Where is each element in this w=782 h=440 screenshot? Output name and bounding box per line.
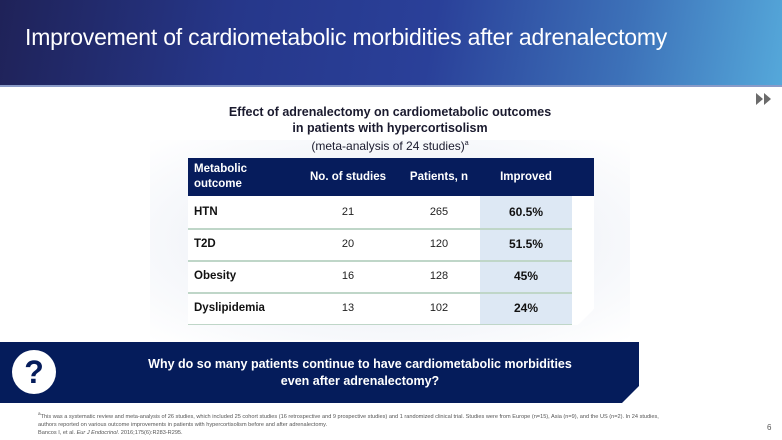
footnote-sup: a: [38, 411, 41, 416]
table-title-line1: Effect of adrenalectomy on cardiometabol…: [228, 105, 552, 119]
table-title-line2: in patients with hypercortisolism: [292, 121, 488, 135]
cell-patients: 102: [429, 302, 449, 314]
table-title-line3: (meta-analysis of 24 studies)a: [200, 136, 580, 154]
slide-header: [0, 0, 782, 85]
header-studies: No. of studies: [309, 170, 387, 183]
banner-line1: Why do so many patients continue to have…: [148, 357, 572, 371]
reference-authors: Bancos I, et al.: [38, 429, 77, 436]
slide-title: Improvement of cardiometabolic morbiditi…: [25, 24, 668, 50]
header-improved: Improved: [500, 170, 552, 183]
cell-improved: 51.5%: [508, 237, 544, 251]
table-header: Metabolic outcome No. of studies Patients…: [188, 158, 594, 196]
footnote-marker: a: [464, 140, 469, 147]
table-row: HTN 21 265 60.5%: [188, 196, 572, 230]
footnote: aThis was a systematic review and meta-a…: [38, 410, 678, 437]
cell-improved: 24%: [513, 301, 539, 315]
cell-outcome: Obesity: [194, 270, 237, 282]
cell-improved: 60.5%: [508, 205, 544, 219]
reference-journal: Eur J Endocrinol: [76, 429, 118, 436]
question-mark-icon: ?: [12, 350, 56, 394]
reference-details: . 2016;175(6):R283-R295.: [117, 429, 183, 436]
cell-patients: 120: [429, 238, 449, 250]
cell-improved: 45%: [513, 269, 539, 283]
header-outcome-line2: outcome: [194, 178, 242, 190]
header-outcome-line1: Metabolic: [194, 163, 248, 175]
table-row: T2D 20 120 51.5%: [188, 228, 572, 262]
table-title: Effect of adrenalectomy on cardiometabol…: [200, 104, 580, 154]
banner-line2: even after adrenalectomy?: [280, 374, 440, 388]
question-banner: [0, 342, 639, 403]
table-row: Dyslipidemia 13 102 24%: [188, 292, 572, 326]
fast-forward-icon[interactable]: [756, 93, 772, 105]
table-row: Obesity 16 128 45%: [188, 260, 572, 294]
footnote-text: This was a systematic review and meta-an…: [38, 413, 659, 428]
cell-outcome: T2D: [194, 238, 216, 250]
table-title-note: (meta-analysis of 24 studies): [311, 139, 465, 153]
cell-studies: 21: [341, 206, 355, 218]
cell-studies: 20: [341, 238, 355, 250]
cell-studies: 13: [341, 302, 355, 314]
cell-studies: 16: [341, 270, 355, 282]
cell-outcome: HTN: [194, 206, 218, 218]
cell-patients: 265: [429, 206, 449, 218]
header-patients: Patients, n: [409, 170, 469, 183]
header-outcome: Metabolic outcome: [194, 158, 284, 196]
header-divider: [0, 85, 782, 87]
page-number: 6: [767, 423, 772, 432]
cell-patients: 128: [429, 270, 449, 282]
banner-question: Why do so many patients continue to have…: [80, 356, 640, 390]
cell-outcome: Dyslipidemia: [194, 302, 265, 314]
outcomes-table: Metabolic outcome No. of studies Patients…: [188, 158, 594, 325]
